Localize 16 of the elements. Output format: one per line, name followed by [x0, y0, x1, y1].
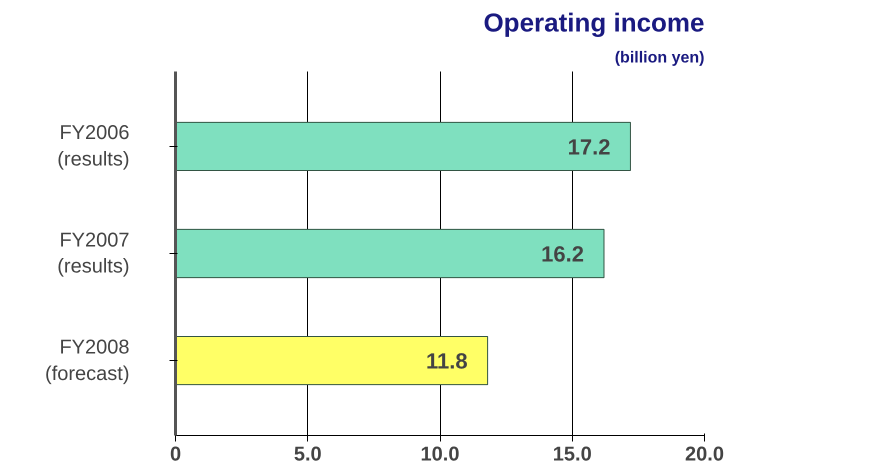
data-label: 16.2 [541, 242, 584, 266]
x-tick-label: 0 [170, 444, 182, 466]
bar [176, 122, 631, 172]
y-tick-label: FY2008 (forecast) [45, 336, 130, 385]
x-tick-label: 5.0 [294, 444, 322, 466]
chart-subtitle: (billion yen) [614, 50, 705, 66]
y-tick-label: FY2007 (results) [57, 229, 130, 278]
bar [176, 336, 488, 386]
x-tick-label: 20.0 [685, 444, 724, 466]
x-tick-label: 15.0 [552, 444, 592, 466]
bar [176, 228, 604, 278]
x-tick-label: 10.0 [420, 444, 460, 466]
chart-title: Operating income [483, 8, 705, 38]
data-label: 11.8 [426, 348, 468, 374]
data-label: 17.2 [568, 134, 610, 160]
y-tick-label: FY2006 (results) [57, 122, 130, 171]
